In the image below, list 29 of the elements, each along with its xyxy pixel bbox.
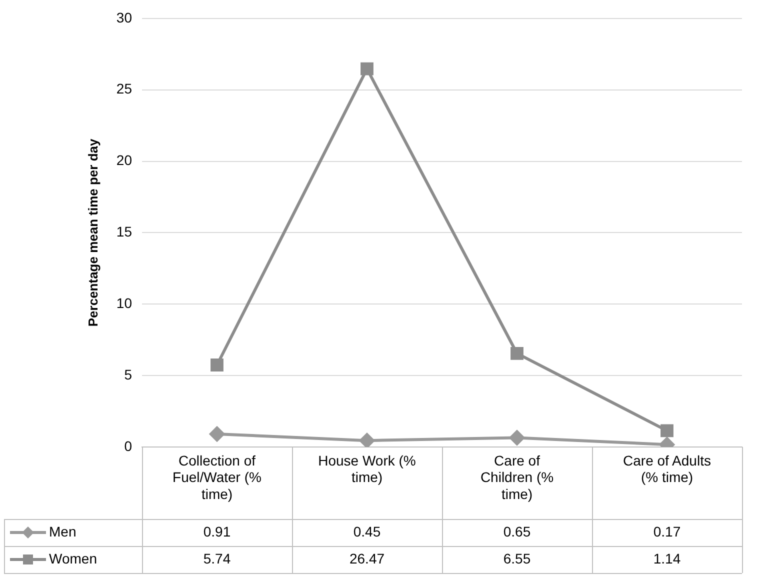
data-label: 0.65: [503, 523, 531, 540]
data-label: 0.45: [353, 523, 381, 540]
legend-label: Men: [49, 523, 76, 540]
data-label: 5.74: [203, 550, 231, 566]
y-tick-label: 20: [116, 152, 132, 168]
legend-label: Women: [49, 550, 97, 566]
y-tick-label: 15: [116, 224, 132, 240]
point: [510, 346, 524, 360]
point: [210, 426, 224, 442]
point: [660, 424, 674, 438]
y-tick-label: 5: [124, 366, 132, 382]
point: [360, 62, 374, 76]
y-tick-label: 0: [124, 438, 132, 454]
y-tick-label: 25: [116, 80, 132, 97]
x-tick-label: House Work (% time): [318, 452, 416, 486]
data-label: 0.17: [653, 523, 681, 540]
data-label: 26.47: [349, 550, 385, 566]
point: [210, 358, 224, 372]
point: [360, 433, 374, 447]
point: [510, 430, 524, 446]
y-axis-title: Percentage mean time per day: [85, 138, 100, 327]
x-tick-label: Collection of Fuel/Water (% time): [172, 452, 262, 502]
y-tick-label: 10: [116, 294, 132, 311]
data-label: 6.55: [503, 550, 531, 566]
data-label: 0.91: [203, 523, 231, 540]
y-tick-label: 30: [116, 9, 132, 26]
data-label: 1.14: [653, 550, 681, 566]
x-tick-label: Care of Children (% time): [480, 452, 554, 502]
x-tick-label: Care of Adults (% time): [623, 452, 711, 486]
